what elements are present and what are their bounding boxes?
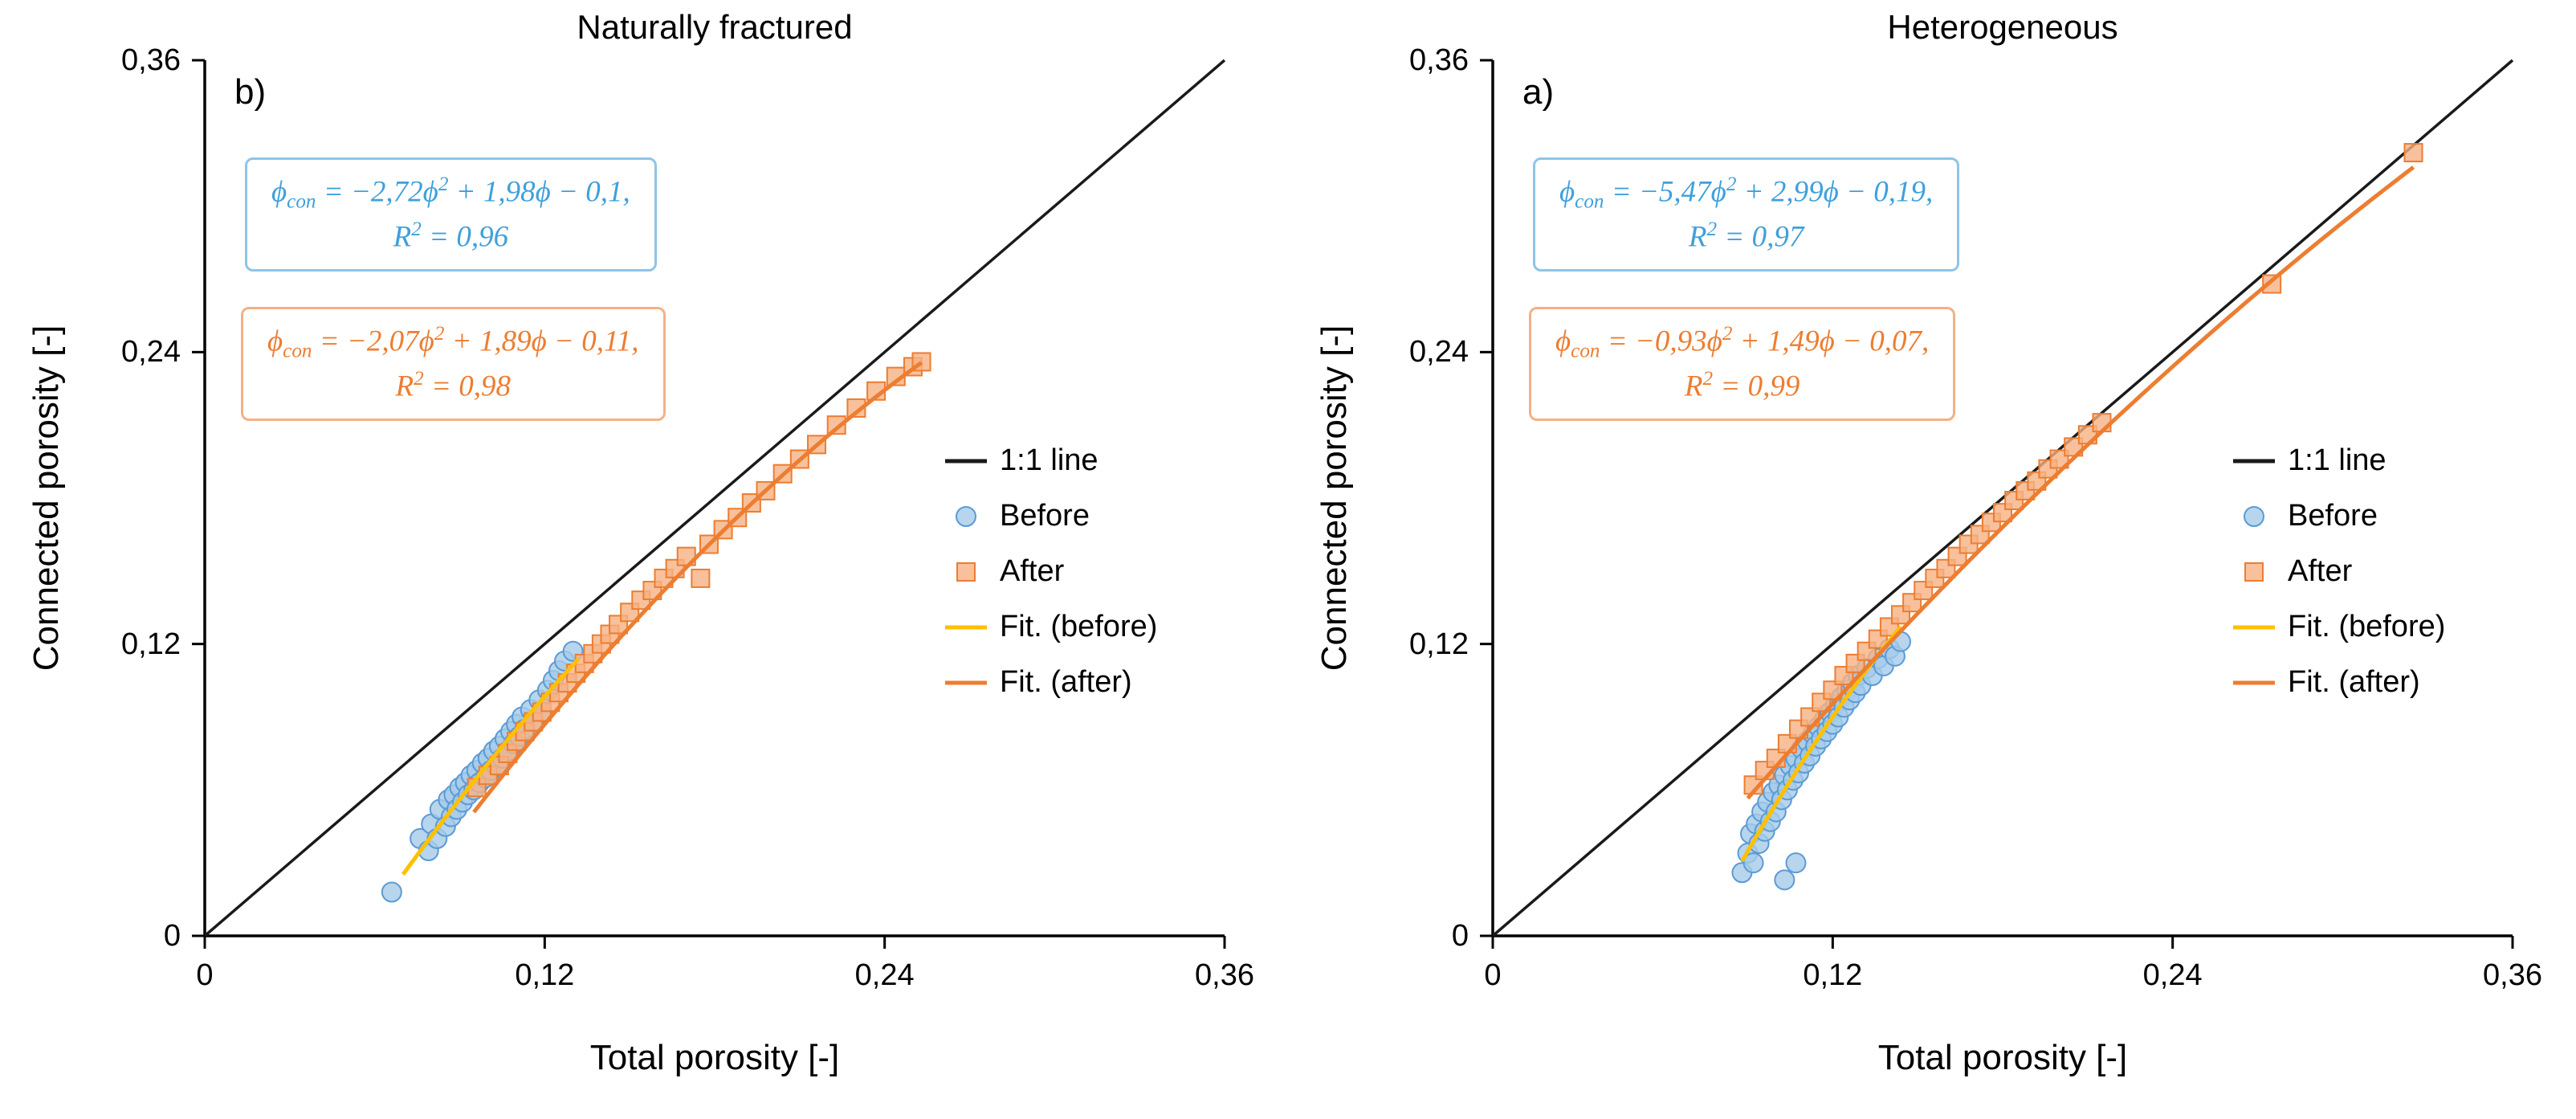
panel-label: b) — [234, 72, 267, 112]
y-tick-label: 0,12 — [1409, 627, 1469, 661]
scatter-point-after — [2049, 449, 2069, 469]
legend-item-after: After — [2232, 554, 2445, 589]
chart-panel-b-naturally-fractured: Naturally fractured b) Connected porosit… — [26, 8, 1254, 1077]
x-tick-label: 0,12 — [515, 958, 575, 992]
legend-swatch-fit-after-line-icon — [945, 680, 987, 684]
y-axis-label: Connected porosity [-] — [26, 325, 66, 672]
y-tick-label: 0,24 — [121, 335, 181, 370]
x-axis-label: Total porosity [-] — [589, 1038, 840, 1077]
legend-label: After — [2288, 554, 2353, 588]
equation-line-2: R2 = 0,98 — [395, 368, 511, 403]
y-tick-label: 0 — [163, 919, 181, 953]
one-to-one-line — [1491, 59, 2514, 937]
legend-label: Before — [1000, 499, 1090, 533]
equation-line-1: ϕcon = −2,07ϕ2 + 1,89ϕ − 0,11, — [267, 323, 639, 362]
scatter-point-after — [1823, 680, 1843, 700]
equation-box-after: ϕcon = −0,93ϕ2 + 1,49ϕ − 0,07, R2 = 0,99 — [1529, 307, 1956, 421]
y-tick-label: 0,24 — [1409, 335, 1469, 370]
legend-item-fit-before: Fit. (before) — [944, 610, 1157, 644]
x-tick-label: 0 — [196, 958, 214, 992]
legend-swatch-fit-before-line-icon — [2233, 625, 2275, 629]
legend-item-before: Before — [944, 499, 1157, 533]
fit-line-after — [472, 361, 923, 814]
x-tick-label: 0,24 — [854, 958, 915, 992]
legend-item-fit-before: Fit. (before) — [2232, 610, 2445, 644]
plot-area-naturally-fractured — [192, 59, 1226, 949]
x-axis-label: Total porosity [-] — [1877, 1038, 2128, 1077]
legend: 1:1 line Before After Fit. (before) Fit. (af… — [944, 443, 1157, 700]
scatter-point-before — [1785, 852, 1807, 874]
legend-swatch-one-to-one-line-icon — [945, 459, 987, 463]
legend: 1:1 line Before After Fit. (before) Fit. (af… — [2232, 443, 2445, 700]
chart-title: Naturally fractured — [577, 8, 853, 46]
legend-item-fit-after: Fit. (after) — [944, 665, 1157, 700]
legend-item-one-to-one: 1:1 line — [944, 443, 1157, 478]
equation-box-before: ϕcon = −2,72ϕ2 + 1,98ϕ − 0,1, R2 = 0,96 — [245, 157, 657, 272]
plot-area-heterogeneous — [1480, 59, 2514, 949]
equation-line-1: ϕcon = −5,47ϕ2 + 2,99ϕ − 0,19, — [1559, 174, 1934, 213]
legend-swatch-before-marker-icon — [956, 505, 976, 527]
equation-line-1: ϕcon = −0,93ϕ2 + 1,49ϕ − 0,07, — [1555, 323, 1930, 362]
legend-swatch-after-marker-icon — [2244, 562, 2264, 582]
legend-swatch-one-to-one-line-icon — [2233, 459, 2275, 463]
legend-swatch-fit-after-line-icon — [2233, 680, 2275, 684]
legend-item-after: After — [944, 554, 1157, 589]
legend-label: After — [1000, 554, 1065, 588]
legend-swatch-before-marker-icon — [2244, 505, 2264, 527]
legend-label: Fit. (after) — [1000, 665, 1132, 699]
legend-item-before: Before — [2232, 499, 2445, 533]
scatter-point-before — [381, 881, 402, 903]
y-tick-label: 0,12 — [121, 627, 181, 661]
chart-title: Heterogeneous — [1887, 8, 2118, 46]
legend-label: 1:1 line — [2288, 443, 2386, 477]
scatter-point-after — [2262, 274, 2282, 294]
equation-line-2: R2 = 0,97 — [1688, 218, 1804, 254]
equation-line-2: R2 = 0,96 — [393, 218, 509, 254]
x-tick-label: 0,36 — [2483, 958, 2542, 992]
one-to-one-line — [203, 59, 1226, 937]
legend-label: Fit. (before) — [2288, 610, 2446, 643]
equation-box-after: ϕcon = −2,07ϕ2 + 1,89ϕ − 0,11, R2 = 0,98 — [241, 307, 666, 421]
panel-label: a) — [1522, 72, 1555, 112]
fit-line-after — [1746, 165, 2415, 800]
scatter-point-after — [826, 415, 846, 435]
legend-label: Fit. (after) — [2288, 665, 2420, 699]
legend-label: Fit. (before) — [1000, 610, 1158, 643]
y-axis-label: Connected porosity [-] — [1314, 325, 1354, 672]
legend-label: 1:1 line — [1000, 443, 1098, 477]
legend-item-one-to-one: 1:1 line — [2232, 443, 2445, 478]
y-tick-label: 0,36 — [1409, 43, 1469, 77]
y-tick-label: 0 — [1451, 919, 1469, 953]
equation-line-2: R2 = 0,99 — [1684, 368, 1800, 403]
scatter-point-after — [2403, 143, 2423, 163]
scatter-point-before — [1742, 852, 1764, 874]
scatter-point-before — [1774, 869, 1795, 891]
legend-swatch-fit-before-line-icon — [945, 625, 987, 629]
legend-swatch-after-marker-icon — [956, 562, 976, 582]
x-tick-label: 0,24 — [2142, 958, 2203, 992]
scatter-point-after — [691, 568, 711, 588]
fit-line-before — [401, 657, 581, 876]
scatter-point-after — [846, 398, 866, 418]
x-tick-label: 0,36 — [1195, 958, 1254, 992]
x-tick-label: 0,12 — [1803, 958, 1863, 992]
y-tick-label: 0,36 — [121, 43, 181, 77]
legend-item-fit-after: Fit. (after) — [2232, 665, 2445, 700]
x-tick-label: 0 — [1484, 958, 1502, 992]
equation-box-before: ϕcon = −5,47ϕ2 + 2,99ϕ − 0,19, R2 = 0,97 — [1533, 157, 1960, 272]
chart-panel-a-heterogeneous: Heterogeneous a) Connected porosity [-] … — [1288, 0, 2576, 1119]
equation-line-1: ϕcon = −2,72ϕ2 + 1,98ϕ − 0,1, — [271, 174, 630, 213]
legend-label: Before — [2288, 499, 2378, 533]
